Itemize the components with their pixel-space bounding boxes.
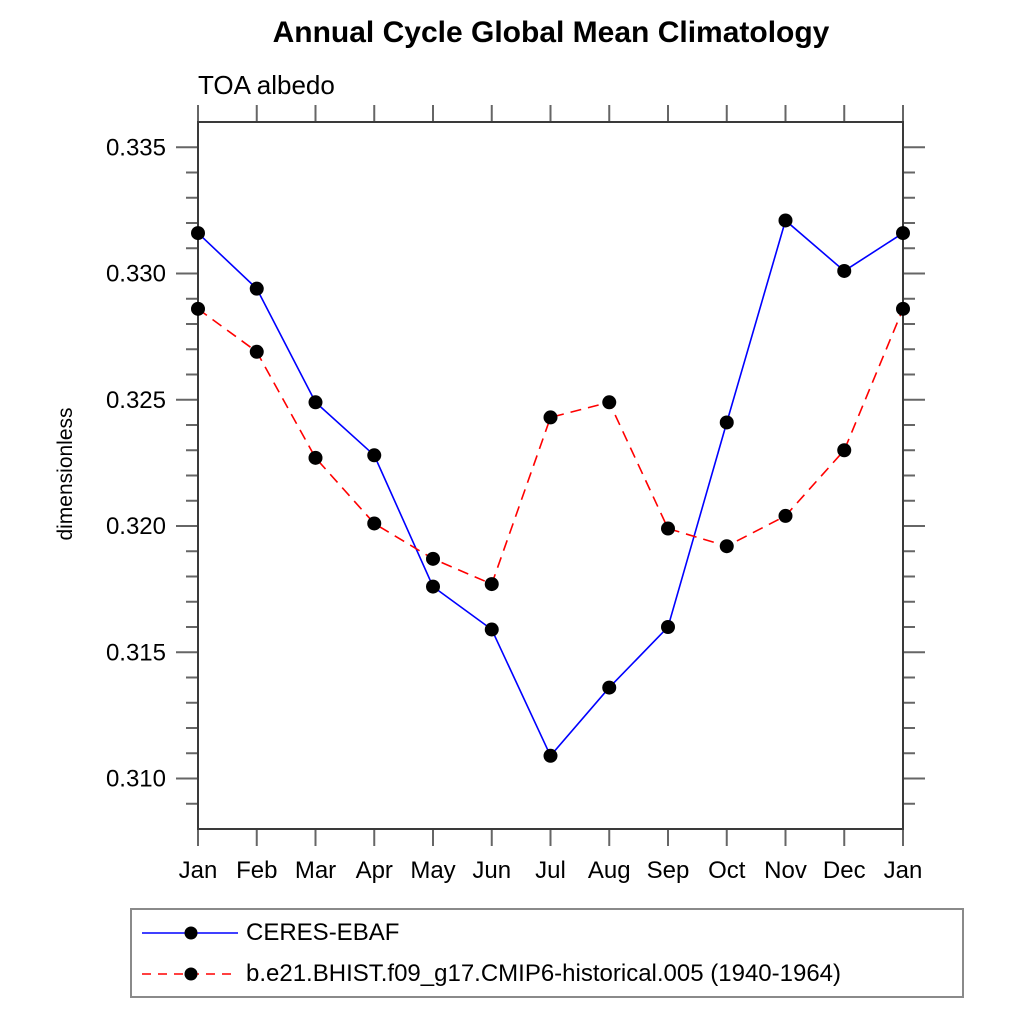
data-point-marker	[484, 577, 499, 592]
data-point-marker	[719, 415, 734, 430]
data-point-marker	[191, 226, 205, 241]
y-tick-label: 0.325	[106, 387, 166, 414]
data-point-marker	[602, 395, 617, 410]
data-point-marker	[778, 213, 793, 228]
plot-frame	[197, 121, 904, 830]
data-point-marker	[543, 410, 558, 425]
data-point-marker	[837, 443, 852, 458]
data-point-marker	[661, 521, 675, 536]
data-point-marker	[719, 539, 734, 554]
legend-marker	[184, 967, 198, 980]
x-tick-label: Feb	[236, 857, 277, 884]
y-tick-label: 0.335	[106, 134, 166, 161]
data-point-marker	[602, 680, 617, 695]
x-tick-label: Oct	[708, 857, 746, 884]
chart-subtitle: TOA albedo	[198, 70, 335, 100]
series-line-b-e21-bhist-f09-g17-cmip6-hist	[197, 308, 904, 586]
data-point-marker	[249, 344, 264, 359]
data-point-marker	[308, 395, 323, 410]
x-tick-label: Mar	[295, 857, 336, 884]
data-point-marker	[249, 281, 264, 296]
data-point-marker	[896, 301, 910, 316]
data-point-marker	[367, 516, 382, 531]
x-tick-label: Nov	[764, 857, 807, 884]
legend-line-sample	[142, 967, 238, 980]
data-point-marker	[778, 508, 793, 523]
legend-item: b.e21.BHIST.f09_g17.CMIP6-historical.005…	[134, 960, 962, 988]
data-point-marker	[837, 263, 852, 278]
x-tick-label: Jul	[535, 857, 566, 884]
x-tick-label: Sep	[647, 857, 690, 884]
data-point-marker	[308, 450, 323, 465]
y-tick-label: 0.320	[106, 513, 166, 540]
data-point-marker	[484, 622, 499, 637]
x-tick-label: Jan	[179, 857, 218, 884]
data-point-marker	[543, 748, 558, 763]
data-point-marker	[661, 620, 675, 634]
x-tick-label: Jun	[472, 857, 511, 884]
legend-label: CERES-EBAF	[246, 918, 400, 946]
chart-title: Annual Cycle Global Mean Climatology	[272, 16, 830, 49]
data-point-marker	[367, 448, 382, 463]
x-tick-label: Dec	[823, 857, 866, 884]
y-tick-label: 0.315	[106, 639, 166, 666]
x-tick-label: Jan	[884, 857, 923, 884]
data-point-marker	[426, 579, 440, 594]
legend-line-sample	[142, 926, 238, 939]
y-tick-label: 0.310	[106, 766, 166, 793]
x-tick-label: Aug	[588, 857, 631, 884]
series-line-ceres-ebaf	[197, 219, 904, 758]
x-tick-label: May	[410, 857, 455, 884]
legend-marker	[184, 926, 198, 939]
x-tick-label: Apr	[356, 857, 393, 884]
data-point-marker	[191, 301, 205, 316]
legend-label: b.e21.BHIST.f09_g17.CMIP6-historical.005…	[246, 959, 842, 987]
data-point-marker	[896, 226, 910, 241]
legend-item: CERES-EBAF	[134, 919, 962, 947]
legend-box: CERES-EBAF b.e21.BHIST.f09_g17.CMIP6-hist…	[130, 908, 964, 998]
data-point-marker	[426, 551, 440, 566]
y-tick-label: 0.330	[106, 261, 166, 288]
